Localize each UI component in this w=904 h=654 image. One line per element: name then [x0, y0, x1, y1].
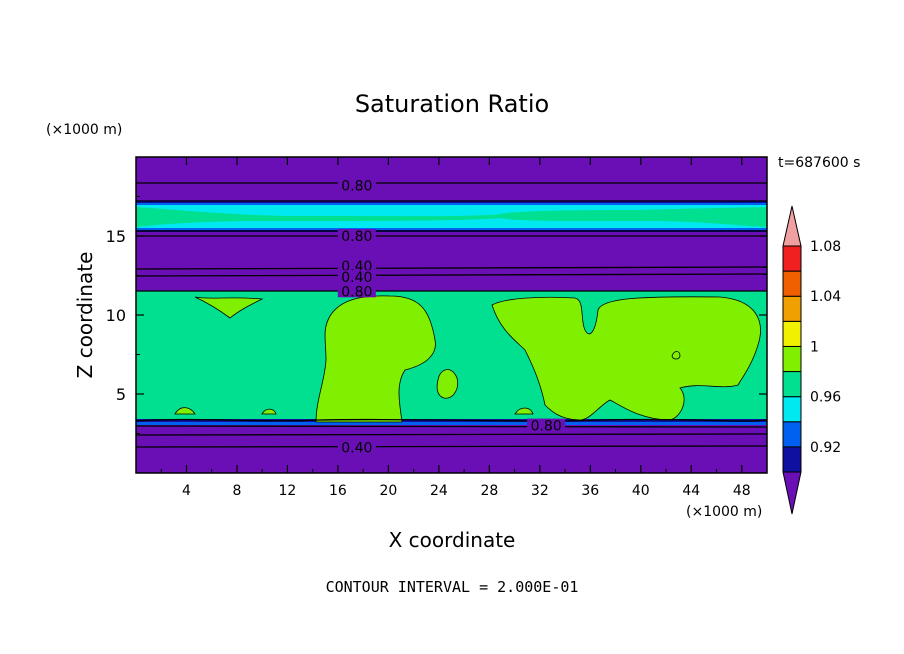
- x-tick-label: 28: [480, 483, 498, 499]
- x-axis-label: X coordinate: [389, 528, 516, 552]
- colorbar-label: 0.92: [810, 440, 841, 456]
- contour-label: 0.40: [341, 270, 372, 286]
- y-axis-label: Z coordinate: [73, 252, 97, 379]
- colorbar-swatch: [782, 421, 802, 448]
- x-tick-label: 44: [682, 483, 700, 499]
- contour-label: 0.80: [341, 229, 372, 245]
- time-label: t=687600 s: [778, 155, 860, 171]
- y-tick-label: 15: [106, 227, 126, 246]
- contour-label: 0.80: [341, 284, 372, 300]
- x-tick-label: 36: [581, 483, 599, 499]
- y-tick-label: 5: [116, 385, 126, 404]
- y-axis: 5 10 15: [106, 196, 767, 434]
- contour-label-bg: [337, 284, 376, 298]
- contour-label-bg: [337, 259, 376, 273]
- colorbar-lower-extension: [782, 471, 802, 515]
- colorbar-swatch: [782, 295, 802, 322]
- x-tick-label: 8: [232, 483, 241, 499]
- y-tick-label: 10: [106, 306, 126, 325]
- colorbar-label: 0.96: [810, 390, 841, 406]
- x-tick-label: 4: [182, 483, 191, 499]
- x-tick-label: 20: [379, 483, 397, 499]
- colorbar-swatch: [782, 371, 802, 398]
- x-axis: 4 8 12 16 20 24 28 32 36 40 44 48: [160, 157, 751, 499]
- x-unit-label: (×1000 m): [686, 504, 762, 520]
- colorbar-swatch: [782, 245, 802, 272]
- colorbar-swatch: [782, 446, 802, 473]
- colorbar-swatch: [782, 270, 802, 297]
- y-unit-label: (×1000 m): [46, 122, 122, 138]
- chart-title: Saturation Ratio: [355, 90, 549, 118]
- contour-interval-label: CONTOUR INTERVAL = 2.000E-01: [326, 578, 579, 596]
- x-tick-label: 16: [329, 483, 347, 499]
- contour-label-bg: [337, 270, 376, 284]
- colorbar-label: 1.08: [810, 239, 841, 255]
- colorbar-swatch: [782, 396, 802, 423]
- x-tick-label: 32: [531, 483, 549, 499]
- contour-label-bg: [527, 418, 566, 432]
- x-tick-label: 12: [279, 483, 297, 499]
- colorbar: 0.92 0.96 1 1.04 1.08: [782, 205, 841, 515]
- colorbar-upper-extension: [782, 205, 802, 247]
- colorbar-swatch: [782, 345, 802, 373]
- colorbar-label: 1: [810, 339, 819, 355]
- contour-label: 0.40: [341, 441, 372, 457]
- x-tick-label: 48: [733, 483, 751, 499]
- contour-field: 0.800.800.400.400.800.800.40: [136, 157, 767, 473]
- x-tick-label: 40: [632, 483, 650, 499]
- contour-label: 0.80: [341, 178, 372, 194]
- contour-label: 0.80: [531, 419, 562, 435]
- colorbar-swatch: [782, 320, 802, 347]
- contour-label-bg: [337, 178, 376, 192]
- contour-label-bg: [337, 440, 376, 454]
- colorbar-label: 1.04: [810, 289, 841, 305]
- contour-label-bg: [337, 229, 376, 242]
- x-tick-label: 24: [430, 483, 448, 499]
